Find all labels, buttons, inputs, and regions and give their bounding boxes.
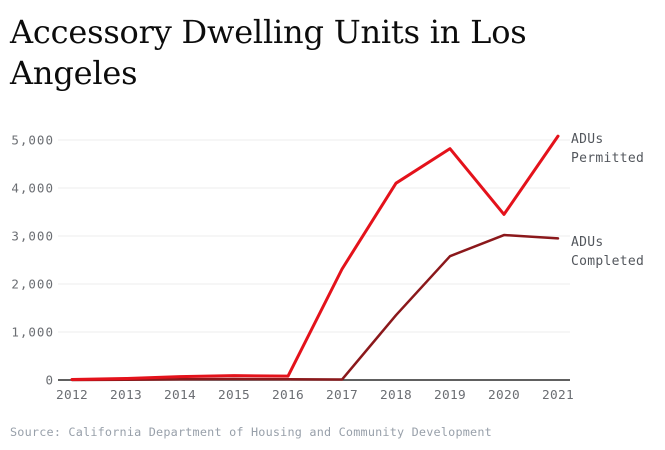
series-label-completed: ADUs Completed xyxy=(571,235,645,269)
series-line-permitted xyxy=(70,134,560,382)
x-axis-tick-label: 2013 xyxy=(110,388,142,403)
series-label-permitted: ADUs Permitted xyxy=(571,132,645,166)
x-axis-tick-label: 2014 xyxy=(164,388,196,403)
y-axis-tick-label: 3,000 xyxy=(11,229,54,244)
y-axis-tick-label: 1,000 xyxy=(11,325,54,340)
chart-title: Accessory Dwelling Units in Los Angeles xyxy=(10,13,527,92)
x-axis-tick-label: 2021 xyxy=(542,388,574,403)
x-axis-tick-label: 2015 xyxy=(218,388,250,403)
x-axis-tick-label: 2016 xyxy=(272,388,304,403)
y-axis-tick-label: 0 xyxy=(45,373,54,388)
source-note: Source: California Department of Housing… xyxy=(10,425,492,439)
y-axis-tick-label: 5,000 xyxy=(11,133,54,148)
x-axis-tick-label: 2020 xyxy=(488,388,520,403)
x-axis-tick-label: 2019 xyxy=(434,388,466,403)
y-axis-tick-label: 2,000 xyxy=(11,277,54,292)
y-axis-tick-label: 4,000 xyxy=(11,181,54,196)
series-line-completed xyxy=(70,233,560,382)
x-axis-tick-label: 2012 xyxy=(56,388,88,403)
x-axis-tick-label: 2018 xyxy=(380,388,412,403)
x-axis-tick-label: 2017 xyxy=(326,388,358,403)
